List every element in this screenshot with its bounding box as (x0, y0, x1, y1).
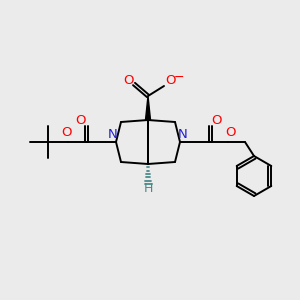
Text: O: O (61, 127, 71, 140)
Text: N: N (108, 128, 118, 140)
Polygon shape (146, 96, 151, 120)
Text: O: O (166, 74, 176, 88)
Text: O: O (124, 74, 134, 86)
Text: O: O (76, 113, 86, 127)
Text: H: H (143, 182, 153, 196)
Text: O: O (211, 113, 221, 127)
Text: O: O (225, 127, 235, 140)
Text: N: N (178, 128, 188, 140)
Text: −: − (174, 70, 184, 83)
